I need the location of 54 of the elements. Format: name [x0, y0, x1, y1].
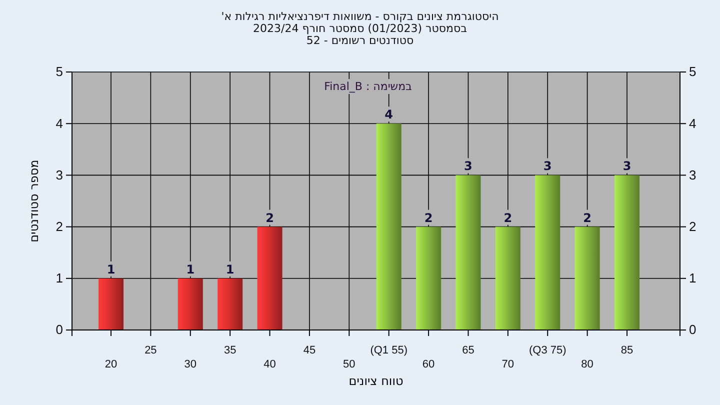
data-label: 1 — [226, 262, 234, 276]
data-label: 3 — [543, 159, 552, 174]
x-tick-label: 40 — [264, 358, 276, 371]
y-tick-label: 4 — [56, 116, 63, 131]
y2-tick-label: 0 — [689, 322, 696, 338]
x-tick-label: 60 — [422, 358, 435, 371]
y-tick-label: 2 — [56, 218, 63, 234]
x-tick-label: (Q1 55) — [370, 344, 408, 356]
bar — [614, 175, 640, 330]
bar — [218, 278, 243, 330]
bar — [535, 175, 560, 330]
x-tick-label: 80 — [581, 358, 594, 371]
data-label: 2 — [266, 210, 274, 225]
x-tick-label: 30 — [184, 358, 197, 371]
y2-tick-label: 3 — [689, 167, 696, 182]
x-tick-label: 25 — [144, 344, 157, 356]
data-label: 3 — [464, 159, 472, 174]
text: בסמסטר (01/2023) סמסטר חורף 2023/24 — [253, 22, 467, 35]
y-tick-label: 5 — [56, 64, 63, 80]
y-tick-label: 3 — [56, 167, 63, 182]
data-label: 2 — [504, 210, 512, 225]
bar — [574, 226, 600, 330]
text: סטודנטים רשומים - 52 — [306, 34, 414, 47]
x-tick-label: 35 — [224, 344, 236, 356]
bar — [257, 226, 282, 330]
bar — [178, 278, 203, 330]
x-tick-label: 50 — [343, 358, 356, 371]
data-label: 3 — [622, 159, 632, 174]
x-tick-label: 45 — [303, 344, 316, 356]
x-axis-title: טווח ציונים — [348, 374, 404, 388]
y2-tick-label: 4 — [689, 116, 696, 131]
y-axis-title: מספר סטודנטים — [27, 160, 41, 242]
bar — [98, 278, 124, 330]
x-tick-label: (Q3 75) — [528, 344, 566, 356]
y-tick-label: 0 — [56, 322, 63, 338]
data-label: 4 — [384, 108, 394, 122]
annotation: במשימה : Final_B — [324, 80, 412, 93]
x-tick-label: 65 — [462, 344, 474, 356]
x-tick-label: 20 — [104, 358, 118, 371]
y2-tick-label: 2 — [689, 218, 696, 234]
data-label: 2 — [424, 210, 433, 225]
data-label: 1 — [186, 262, 195, 276]
bar — [495, 226, 520, 330]
y-tick-label: 1 — [56, 270, 63, 286]
chart-title: היסטוגרמת ציונים בקורס - משוואות דיפרנציאליות רגילות א' — [221, 10, 499, 23]
y2-tick-label: 1 — [689, 270, 696, 286]
data-label: 1 — [106, 262, 116, 276]
bar — [376, 124, 402, 330]
bar — [456, 175, 481, 330]
data-label: 2 — [583, 210, 592, 225]
y2-tick-label: 5 — [689, 64, 696, 80]
x-tick-label: 70 — [502, 358, 514, 371]
x-tick-label: 85 — [620, 344, 634, 356]
bar — [416, 226, 442, 330]
